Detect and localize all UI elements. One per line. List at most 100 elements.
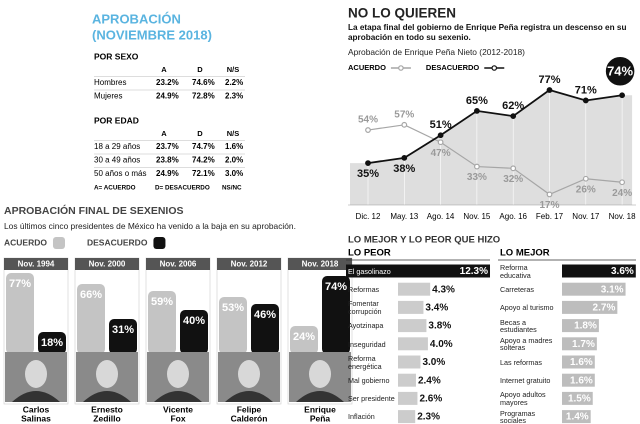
category-label: Programas sociales xyxy=(500,408,536,424)
legend-swatch xyxy=(52,237,65,249)
category-label-box: Las reformas xyxy=(500,358,542,366)
category-label: Reforma energética xyxy=(348,354,382,371)
chart-title: NO LO QUIEREN xyxy=(348,6,456,21)
category-label-box: Becas a estudiantes xyxy=(500,317,537,335)
value-label: 32% xyxy=(503,174,523,185)
table-legend: D= DESACUERDO xyxy=(155,185,210,192)
photo-face xyxy=(25,360,47,388)
point xyxy=(474,107,480,114)
chart-caption: Aprobación de Enrique Peña Nieto (2012-2… xyxy=(348,47,525,57)
value-label: 77% xyxy=(538,74,560,86)
bar xyxy=(562,410,591,424)
category-label: Inseguridad xyxy=(348,339,386,349)
value-label: 3.0% xyxy=(422,357,445,368)
table-value: 24.9% xyxy=(156,92,179,101)
table-value: 2.0% xyxy=(225,156,243,165)
value-label: 54% xyxy=(358,115,378,126)
value-label: 38% xyxy=(393,163,415,175)
bar xyxy=(562,337,597,351)
row-label: 30 a 49 años xyxy=(94,156,140,165)
category-label-box: Inflación xyxy=(348,413,375,421)
category-label-box: El gasolinazo xyxy=(348,266,391,276)
section-heading: POR EDAD xyxy=(94,115,139,125)
x-tick-label: Nov. 2012 xyxy=(231,260,268,269)
bar xyxy=(148,291,176,354)
category-label-box: Carreteras xyxy=(500,286,534,294)
x-tick-label: Dic. 12 xyxy=(356,212,381,221)
table-value: 74.2% xyxy=(192,156,215,165)
panel-header xyxy=(4,258,68,270)
category-label: El gasolinazo xyxy=(348,266,391,276)
category-label: Becas a estudiantes xyxy=(500,317,537,335)
value-label: 3.6% xyxy=(611,266,634,277)
category-label: Internet gratuito xyxy=(500,375,551,385)
x-tick-label: May. 13 xyxy=(390,212,418,221)
chart-subtitle: Los últimos cinco presidentes de México … xyxy=(4,221,296,231)
president-name: Fox xyxy=(170,413,185,423)
bar xyxy=(322,276,350,354)
panel-header xyxy=(75,258,139,270)
bar xyxy=(77,284,105,354)
legend-swatch xyxy=(153,237,166,249)
table-title: APROBACIÓN xyxy=(92,11,181,26)
category-label-box: Apoyo a madres solteras xyxy=(500,335,553,353)
category-label: Apoyo a madres solteras xyxy=(500,335,553,353)
bar xyxy=(398,300,424,314)
value-label: 2.3% xyxy=(417,412,440,423)
president-name: Carlos xyxy=(23,404,50,414)
category-label-box: Ayotzinapa xyxy=(348,322,383,330)
bar xyxy=(398,391,418,405)
category-label-box: Mal gobierno xyxy=(348,377,390,385)
value-label: 1.7% xyxy=(572,339,595,350)
point xyxy=(510,113,517,120)
bar xyxy=(398,355,421,369)
bar xyxy=(562,373,595,387)
bar xyxy=(251,304,279,354)
photo-face xyxy=(96,360,118,388)
president-name: Vicente xyxy=(163,404,193,414)
point xyxy=(619,92,625,99)
bar xyxy=(562,282,626,296)
category-label-box: Internet gratuito xyxy=(500,375,551,385)
bar xyxy=(38,332,66,354)
bar xyxy=(398,282,431,296)
value-label: 26% xyxy=(576,184,596,195)
row-label: 18 a 29 años xyxy=(94,142,140,151)
table-value: 74.6% xyxy=(192,78,215,87)
category-label: Fomentar corrupción xyxy=(348,299,382,316)
value-label: 74% xyxy=(607,64,633,79)
x-tick-label: Nov. 2006 xyxy=(160,260,197,269)
category-label-box: Apoyo adultos mayores xyxy=(500,391,546,406)
bar xyxy=(290,326,318,354)
president-name: Enrique xyxy=(304,404,336,414)
point xyxy=(546,87,553,93)
category-label: Reforma educativa xyxy=(500,263,531,280)
value-label: 1.6% xyxy=(570,375,593,386)
point xyxy=(365,127,371,133)
column-header: D xyxy=(197,65,203,74)
row-label: 50 años o más xyxy=(94,169,146,178)
point xyxy=(401,121,408,128)
bar xyxy=(562,319,599,333)
category-label-box: Inseguridad xyxy=(348,339,386,349)
chart-subtitle: La etapa final del gobierno de Enrique P… xyxy=(348,23,627,42)
table-value: 23.8% xyxy=(156,156,179,165)
bar xyxy=(398,410,416,424)
bar xyxy=(180,310,208,354)
panel-title: LO MEJOR xyxy=(500,248,550,259)
point xyxy=(365,160,371,167)
column-header: N/S xyxy=(227,129,240,138)
photo-body xyxy=(154,391,202,402)
panel-header xyxy=(217,258,281,270)
value-label: 24% xyxy=(612,188,632,199)
value-label: 59% xyxy=(151,296,173,308)
bar xyxy=(398,319,427,333)
bar xyxy=(562,391,593,405)
row-label: Mujeres xyxy=(94,92,122,101)
value-label: 65% xyxy=(466,95,488,107)
legend-label: DESACUERDO xyxy=(87,237,148,247)
x-tick-label: Nov. 1994 xyxy=(18,260,55,269)
table-value: 3.0% xyxy=(225,169,243,178)
x-tick-label: Nov. 2018 xyxy=(302,260,339,269)
